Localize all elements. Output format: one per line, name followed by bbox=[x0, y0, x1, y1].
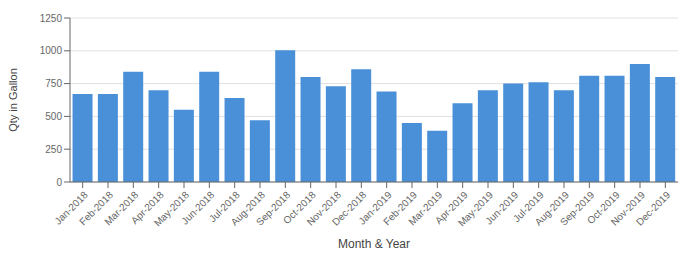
svg-text:Nov-2019: Nov-2019 bbox=[608, 189, 648, 228]
svg-text:750: 750 bbox=[45, 78, 62, 89]
svg-text:Jan-2018: Jan-2018 bbox=[52, 189, 90, 227]
svg-text:Sep-2018: Sep-2018 bbox=[254, 189, 293, 228]
svg-text:250: 250 bbox=[45, 144, 62, 155]
svg-text:Qty in Gallon: Qty in Gallon bbox=[8, 68, 19, 132]
svg-text:1000: 1000 bbox=[40, 45, 63, 56]
svg-text:May-2019: May-2019 bbox=[455, 189, 496, 229]
svg-text:Jun-2018: Jun-2018 bbox=[179, 189, 217, 227]
svg-text:Oct-2019: Oct-2019 bbox=[584, 189, 622, 227]
svg-text:Jan-2019: Jan-2019 bbox=[356, 189, 394, 227]
svg-text:Jul-2018: Jul-2018 bbox=[206, 189, 242, 225]
svg-text:May-2018: May-2018 bbox=[151, 189, 192, 229]
svg-text:Sep-2019: Sep-2019 bbox=[558, 189, 597, 228]
svg-text:Jul-2019: Jul-2019 bbox=[510, 189, 546, 225]
svg-text:Apr-2018: Apr-2018 bbox=[128, 189, 166, 227]
svg-text:1250: 1250 bbox=[40, 13, 63, 24]
svg-text:500: 500 bbox=[45, 111, 62, 122]
svg-text:0: 0 bbox=[56, 177, 62, 188]
svg-text:Mar-2018: Mar-2018 bbox=[102, 189, 141, 228]
svg-text:Feb-2018: Feb-2018 bbox=[77, 189, 116, 228]
svg-text:Oct-2018: Oct-2018 bbox=[280, 189, 318, 227]
svg-text:Aug-2018: Aug-2018 bbox=[228, 189, 268, 228]
svg-text:Dec-2018: Dec-2018 bbox=[330, 189, 369, 228]
svg-text:Jun-2019: Jun-2019 bbox=[483, 189, 521, 227]
svg-text:Feb-2019: Feb-2019 bbox=[381, 189, 420, 228]
svg-text:Dec-2019: Dec-2019 bbox=[634, 189, 673, 228]
svg-text:Apr-2019: Apr-2019 bbox=[432, 189, 470, 227]
svg-text:Aug-2019: Aug-2019 bbox=[532, 189, 572, 228]
svg-text:Month & Year: Month & Year bbox=[338, 237, 410, 248]
svg-text:Nov-2018: Nov-2018 bbox=[304, 189, 344, 228]
svg-text:Mar-2019: Mar-2019 bbox=[406, 189, 445, 228]
